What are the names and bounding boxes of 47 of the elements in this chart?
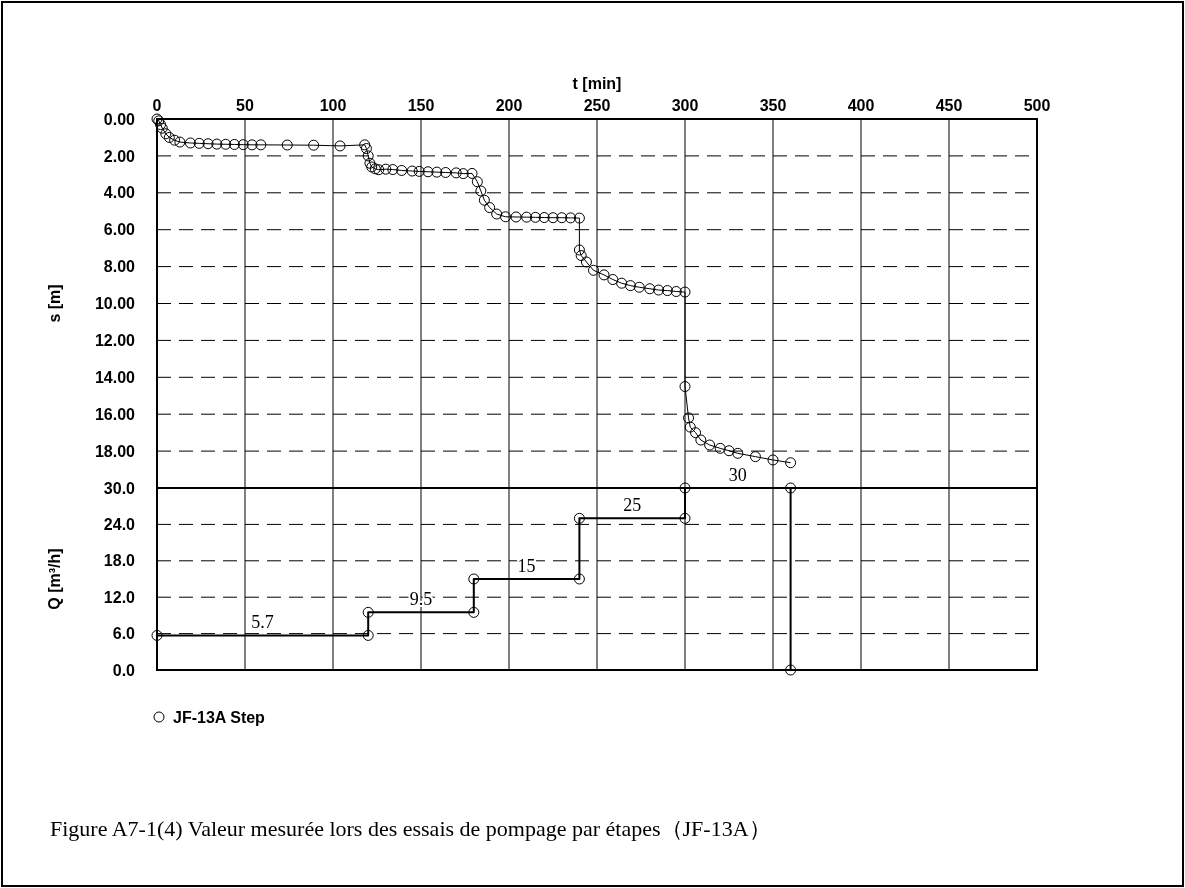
point [785,482,797,494]
y-tick-label: 0.0 [112,661,136,679]
x-tick-label: 200 [495,97,523,114]
x-tick-label: 500 [1023,97,1051,114]
x-tick-label: 100 [319,97,347,114]
x-tick-label: 400 [847,97,875,114]
y-tick-label: 10.00 [94,295,136,313]
x-tick-label: 300 [671,97,699,114]
annotation: 30 [728,465,747,485]
y-tick-label: 2.00 [103,147,136,165]
y-tick-label: 18.00 [94,442,136,460]
x-tick-label: 150 [407,97,435,114]
x-tick-label: 0 [152,97,162,114]
point [468,606,480,618]
x-tick-label: 450 [935,97,963,114]
y-tick-label: 14.00 [94,368,136,386]
y-axis-title: Q [m³/h] [46,548,63,610]
y-tick-label: 0.00 [103,110,136,128]
y-tick-label: 30.0 [103,479,136,497]
point [468,573,480,585]
annotation: 25 [623,495,642,516]
y-tick-label: 6.00 [103,221,136,239]
point [573,573,585,585]
point [679,512,691,524]
x-tick-label: 350 [759,97,787,114]
y-tick-label: 4.00 [103,184,136,202]
y-tick-label: 24.0 [103,516,136,533]
y-axis-title: s [m] [46,284,63,323]
point [151,629,163,641]
legend-label: JF-13A Step [173,708,266,726]
x-tick-label: 250 [583,97,611,114]
annotation: 5.7 [251,612,274,633]
point [785,664,797,676]
y-tick-label: 8.00 [103,258,136,276]
point [362,606,374,618]
point [573,512,585,524]
y-tick-label: 12.0 [103,588,136,606]
point [362,629,374,641]
caption: Figure A7-1(4) Valeur mesurée lors des essais de pompage par étapes（JF-13A） [50,816,771,841]
y-tick-label: 16.00 [94,405,136,423]
point [679,482,691,494]
x-axis-title: t [min] [572,75,622,92]
x-tick-label: 50 [236,97,254,114]
y-tick-label: 6.0 [112,625,136,643]
annotation: 15 [517,556,536,576]
y-tick-label: 18.0 [103,552,136,570]
y-tick-label: 12.00 [94,332,136,349]
